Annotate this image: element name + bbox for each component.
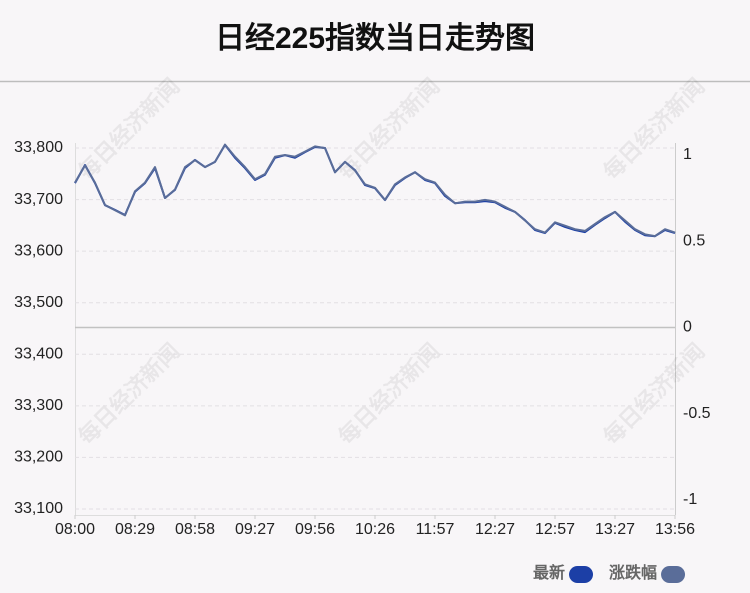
x-tick-label: 08:29 <box>115 521 155 538</box>
y2-tick-label: 0.5 <box>683 232 705 249</box>
x-tick-label: 12:27 <box>475 521 515 538</box>
x-tick-label: 09:56 <box>295 521 335 538</box>
y2-tick-label: -1 <box>683 491 697 508</box>
x-tick-label: 09:27 <box>235 521 275 538</box>
y2-tick-label: 0 <box>683 319 692 336</box>
y-tick-label: 33,400 <box>14 346 63 363</box>
x-tick-label: 13:56 <box>655 521 695 538</box>
y-tick-label: 33,100 <box>14 500 63 517</box>
x-tick-label: 08:00 <box>55 521 95 538</box>
legend-swatch <box>569 566 594 583</box>
x-tick-label: 10:26 <box>355 521 395 538</box>
y-tick-label: 33,300 <box>14 397 63 414</box>
x-tick-label: 12:57 <box>535 521 575 538</box>
legend-label: 最新 <box>533 563 565 582</box>
x-tick-label: 11:57 <box>416 521 455 538</box>
y-tick-label: 33,500 <box>14 294 63 311</box>
y2-tick-label: 1 <box>683 146 692 163</box>
y-tick-label: 33,700 <box>14 191 63 208</box>
y-tick-label: 33,600 <box>14 242 63 259</box>
y-tick-label: 33,800 <box>14 139 63 156</box>
chart-title: 日经225指数当日走势图 <box>215 21 535 55</box>
y2-tick-label: -0.5 <box>683 405 711 422</box>
legend-swatch <box>661 566 686 583</box>
legend-label: 涨跌幅 <box>609 563 657 582</box>
y-tick-label: 33,200 <box>14 449 63 466</box>
x-tick-label: 08:58 <box>175 521 215 538</box>
x-tick-label: 13:27 <box>595 521 635 538</box>
line-series <box>74 143 676 238</box>
